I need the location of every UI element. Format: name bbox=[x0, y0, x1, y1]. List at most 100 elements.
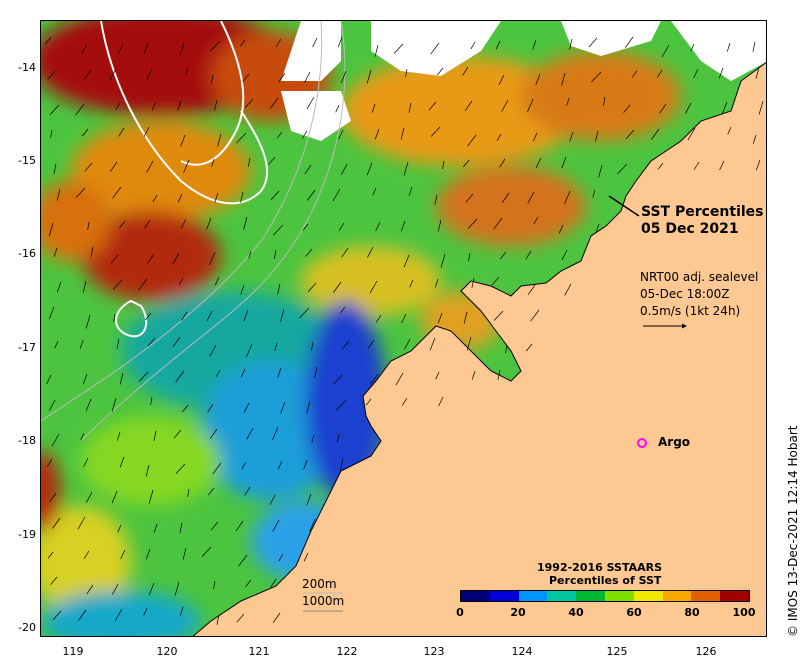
current-arrow bbox=[209, 428, 218, 440]
current-arrow bbox=[172, 336, 181, 348]
current-arrow bbox=[143, 42, 149, 55]
current-arrow bbox=[303, 552, 309, 562]
current-arrow bbox=[81, 44, 88, 54]
current-arrow bbox=[465, 193, 474, 203]
current-arrow bbox=[56, 188, 61, 201]
current-arrow bbox=[280, 308, 285, 322]
current-arrow bbox=[214, 99, 218, 111]
current-arrow bbox=[395, 372, 404, 386]
current-arrow bbox=[365, 398, 372, 406]
current-arrow bbox=[214, 192, 219, 203]
current-arrow bbox=[211, 158, 215, 167]
current-arrow bbox=[119, 372, 124, 385]
current-arrow bbox=[277, 460, 283, 470]
current-arrow bbox=[496, 133, 502, 142]
current-arrow bbox=[690, 43, 695, 52]
current-arrow bbox=[625, 129, 635, 140]
lon-tick: 119 bbox=[62, 645, 84, 658]
current-arrow bbox=[303, 459, 308, 470]
current-arrow bbox=[239, 39, 246, 47]
current-arrow bbox=[243, 216, 248, 230]
current-arrow bbox=[210, 40, 221, 52]
current-arrow bbox=[566, 97, 570, 106]
current-arrow bbox=[119, 220, 126, 229]
current-arrow bbox=[437, 67, 444, 76]
current-arrow bbox=[82, 373, 88, 385]
current-arrow bbox=[270, 578, 277, 588]
current-arrow bbox=[236, 132, 247, 144]
current-arrow bbox=[338, 129, 344, 140]
current-arrow bbox=[244, 98, 254, 109]
current-arrow bbox=[45, 36, 52, 45]
current-arrow bbox=[269, 494, 276, 505]
current-arrow bbox=[569, 38, 573, 50]
lon-tick: 126 bbox=[695, 645, 717, 658]
colorbar-segment bbox=[576, 591, 605, 601]
current-arrow bbox=[332, 188, 341, 202]
current-arrow bbox=[145, 312, 152, 321]
current-arrow bbox=[235, 520, 244, 532]
current-arrow bbox=[118, 127, 125, 137]
current-arrow bbox=[497, 369, 501, 380]
current-arrow bbox=[75, 103, 85, 116]
current-arrow bbox=[437, 312, 443, 324]
current-arrow bbox=[438, 396, 444, 407]
current-arrow bbox=[440, 253, 446, 268]
current-arrow bbox=[306, 96, 315, 110]
current-arrow bbox=[273, 224, 284, 236]
current-arrow bbox=[143, 126, 150, 137]
current-arrow bbox=[466, 336, 472, 351]
current-arrow bbox=[173, 429, 182, 439]
current-arrow bbox=[435, 371, 440, 380]
current-arrow bbox=[54, 340, 59, 349]
current-arrow bbox=[340, 70, 347, 84]
current-arrow bbox=[535, 157, 542, 168]
colorbar-segment bbox=[518, 591, 548, 601]
current-arrow bbox=[277, 367, 282, 378]
current-arrows bbox=[45, 36, 764, 625]
current-arrow bbox=[312, 37, 318, 48]
current-arrow bbox=[113, 313, 116, 322]
current-arrow bbox=[340, 458, 344, 470]
current-arrow bbox=[595, 130, 599, 142]
current-arrow bbox=[366, 69, 372, 84]
current-arrow bbox=[400, 220, 406, 232]
current-arrow bbox=[78, 609, 87, 621]
current-arrow bbox=[591, 71, 602, 83]
current-arrow bbox=[179, 606, 184, 616]
current-arrow bbox=[755, 66, 760, 79]
current-arrow bbox=[374, 44, 379, 57]
contour-200m-label: 200m bbox=[302, 577, 337, 591]
current-arrow bbox=[240, 191, 244, 203]
current-scale: 0.5m/s (1kt 24h) bbox=[640, 304, 741, 318]
current-arrow bbox=[333, 281, 342, 293]
current-arrow bbox=[661, 44, 670, 58]
current-arrow bbox=[310, 341, 314, 351]
current-arrow bbox=[110, 254, 119, 264]
colorbar-label: 20 bbox=[510, 606, 526, 619]
current-arrow bbox=[501, 192, 510, 204]
current-arrow bbox=[270, 97, 279, 109]
current-arrow bbox=[527, 191, 535, 204]
current-arrow bbox=[246, 427, 254, 440]
copyright-text: © IMOS 13-Dec-2021 12:14 Hobart bbox=[786, 425, 800, 637]
current-arrow bbox=[146, 67, 153, 82]
lon-tick: 121 bbox=[248, 645, 270, 658]
current-arrow bbox=[464, 100, 473, 112]
lon-tick: 123 bbox=[423, 645, 445, 658]
current-arrow bbox=[83, 457, 89, 468]
current-arrow bbox=[82, 280, 87, 293]
current-arrow bbox=[138, 371, 149, 382]
current-arrow bbox=[339, 306, 346, 314]
current-arrow bbox=[147, 337, 156, 347]
argo-marker-icon[interactable] bbox=[637, 438, 647, 448]
current-arrow bbox=[602, 96, 606, 106]
current-source: NRT00 adj. sealevel bbox=[640, 270, 759, 284]
current-arrow bbox=[46, 458, 53, 467]
current-arrow bbox=[276, 131, 283, 139]
current-arrow bbox=[651, 128, 660, 140]
current-arrow bbox=[370, 373, 379, 385]
current-arrow bbox=[175, 370, 185, 383]
current-arrow bbox=[49, 104, 60, 115]
current-arrow bbox=[278, 553, 284, 562]
